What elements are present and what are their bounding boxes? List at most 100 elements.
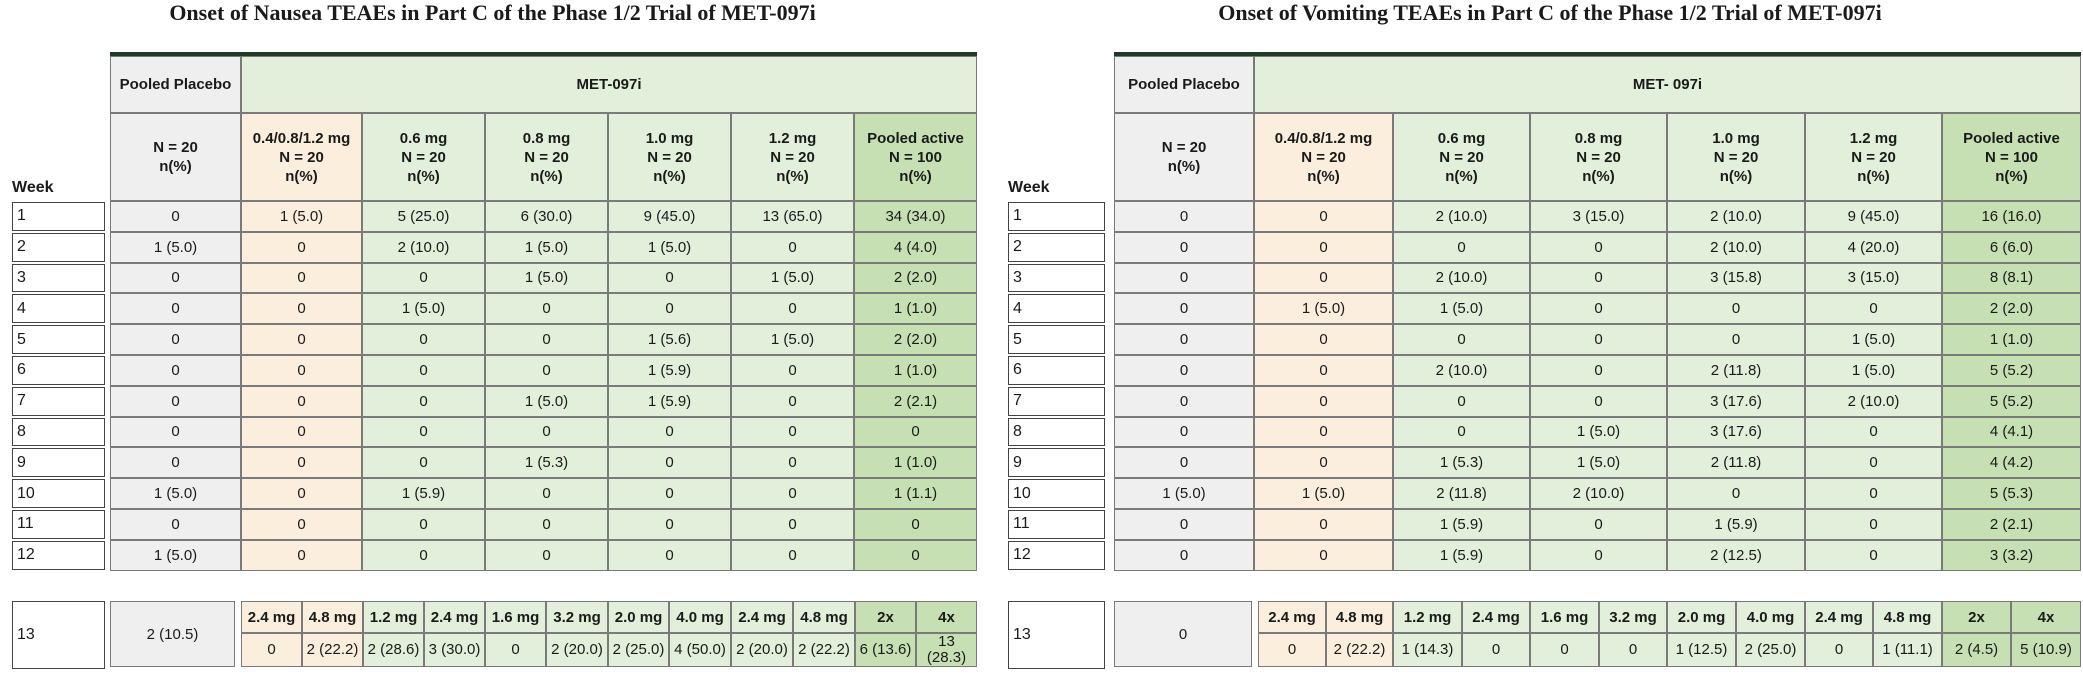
table-cell: 0	[1254, 447, 1393, 479]
table-cell: 34 (34.0)	[854, 201, 977, 232]
week-13-dose-header: 1.6 mg	[1530, 601, 1599, 633]
table-cell: 1 (5.0)	[110, 478, 241, 509]
week-13-value-cell: 2 (22.2)	[793, 633, 855, 667]
table-cell: 0	[854, 509, 977, 540]
week-cell: 3	[1008, 263, 1105, 293]
table-cell: 0	[1805, 509, 1942, 540]
cell-value: 0	[665, 269, 674, 287]
week-13-dose-header: 2.4 mg	[731, 601, 793, 633]
cell-value: 0	[665, 485, 674, 503]
panel-title: Onset of Vomiting TEAEs in Part C of the…	[1218, 0, 1882, 25]
week-number: 1	[17, 207, 26, 225]
cell-value: 0	[1834, 641, 1844, 658]
cell-value: 5 (5.3)	[1989, 485, 2034, 503]
week-cell: 8	[12, 417, 105, 447]
cell-value: 3 (17.6)	[1710, 423, 1762, 441]
column-header-n: N = 100	[889, 148, 942, 166]
column-header-pct: n(%)	[1307, 167, 1340, 185]
table-cell: 0	[241, 262, 362, 294]
table-cell: 0	[1805, 447, 1942, 479]
cell-value: 0	[1731, 300, 1741, 318]
cell-value: 6 (6.0)	[1989, 238, 2034, 256]
dose-label: 2.4 mg	[430, 608, 479, 626]
cell-value: 0	[297, 392, 306, 410]
week-13-value-cell: 6 (13.6)	[855, 633, 916, 667]
table-cell: 0	[241, 416, 362, 448]
table-cell: 0	[608, 509, 731, 540]
cell-value: 0	[1179, 546, 1189, 564]
cell-value: 1 (12.5)	[1675, 641, 1728, 658]
dose-label: 1.2 mg	[369, 608, 418, 626]
table-cell: 5 (25.0)	[362, 201, 485, 232]
week-cell: 5	[1008, 325, 1105, 354]
column-header: Pooled active N = 100 n(%)	[854, 113, 977, 201]
table-cell: 1 (5.9)	[608, 385, 731, 417]
cell-value: 0	[419, 423, 428, 441]
table-cell: 0	[1530, 262, 1667, 294]
table-cell: 0	[608, 416, 731, 448]
column-header-dose: 0.4/0.8/1.2 mg	[252, 129, 351, 147]
dose-label: 4x	[938, 608, 955, 626]
table-cell: 1 (5.0)	[608, 231, 731, 263]
week-13-dose-header: 1.2 mg	[363, 601, 424, 633]
table-cell: 5 (5.3)	[1942, 478, 2081, 509]
column-header: 0.6 mg N = 20 n(%)	[362, 113, 485, 201]
table-cell: 0	[1667, 293, 1805, 325]
cell-value: 4 (4.2)	[1989, 454, 2034, 472]
cell-value: 0	[1319, 454, 1328, 472]
placebo-group-label: Pooled Placebo	[1128, 76, 1240, 93]
cell-value: 1 (5.0)	[279, 207, 324, 225]
column-header: N = 20 n(%)	[110, 113, 241, 201]
cell-value: 0	[788, 392, 797, 410]
table-cell: 2 (12.5)	[1667, 539, 1805, 571]
column-header-pct: n(%)	[899, 167, 932, 185]
table-cell: 0	[1114, 355, 1254, 386]
table-cell: 2 (2.0)	[1942, 293, 2081, 325]
cell-value: 0	[297, 238, 306, 256]
column-header-pct: n(%)	[1719, 167, 1753, 185]
dose-label: 2.0 mg	[1677, 608, 1726, 626]
week-cell: 8	[1008, 417, 1105, 447]
dose-label: 4.8 mg	[1335, 608, 1384, 626]
week-13-dose-header: 4.8 mg	[793, 601, 855, 633]
cell-value: 0	[1179, 269, 1189, 287]
placebo-group-label: Pooled Placebo	[119, 76, 232, 93]
dose-label: 1.2 mg	[1403, 608, 1452, 626]
cell-value: 2 (10.5)	[146, 625, 199, 643]
cell-value: 0	[1179, 392, 1189, 410]
dose-label: 3.2 mg	[1609, 608, 1657, 626]
cell-value: 1 (1.0)	[893, 300, 938, 318]
column-header-n: N = 20	[1161, 139, 1207, 156]
week-13-value-cell: 2 (25.0)	[608, 633, 669, 667]
cell-value: 1 (5.9)	[1714, 515, 1758, 533]
active-group-label: MET- 097i	[1632, 76, 1703, 93]
cell-value: 0	[297, 454, 306, 472]
column-header-pct: n(%)	[1582, 167, 1615, 185]
table-cell: 4 (20.0)	[1805, 231, 1942, 263]
column-header-n: N = 20	[1576, 148, 1621, 166]
week-cell: 1	[1008, 202, 1105, 231]
cell-value: 1 (5.0)	[153, 546, 198, 564]
cell-value: 2 (2.0)	[893, 331, 938, 349]
column-header-pct: n(%)	[1167, 158, 1201, 175]
cell-value: 0	[788, 238, 797, 256]
cell-value: 9 (45.0)	[643, 207, 696, 225]
cell-value: 2 (10.0)	[1572, 485, 1625, 503]
week-number: 11	[17, 515, 34, 533]
cell-value: 2 (22.2)	[1333, 641, 1386, 658]
table-cell: 0	[1393, 231, 1530, 263]
table-cell: 2 (10.0)	[1805, 385, 1942, 417]
week-number: 12	[17, 546, 35, 564]
table-cell: 0	[110, 262, 241, 294]
cell-value: 0	[511, 641, 520, 658]
cell-value: 0	[788, 361, 797, 379]
cell-value: 2 (10.0)	[397, 238, 450, 256]
week-cell: 7	[1008, 386, 1105, 416]
cell-value: 0	[171, 392, 180, 410]
cell-value: 0	[171, 423, 180, 441]
week-cell: 10	[12, 479, 105, 508]
cell-value: 2 (20.0)	[736, 641, 788, 658]
cell-value: 0	[171, 361, 180, 379]
cell-value: 0	[297, 300, 306, 318]
table-cell: 0	[110, 416, 241, 448]
